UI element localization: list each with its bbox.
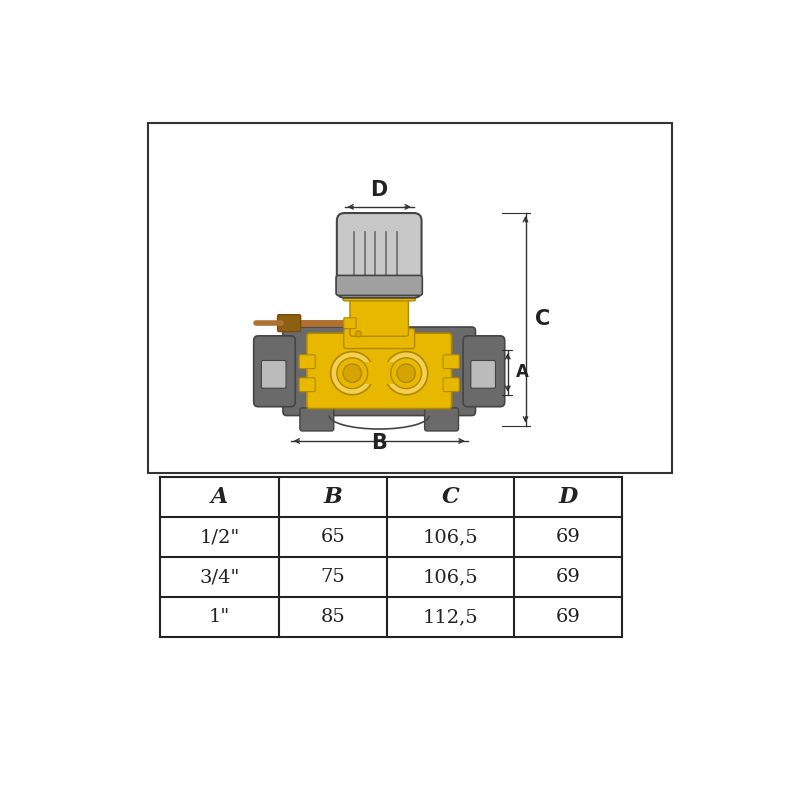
Circle shape [385, 352, 428, 394]
Text: 3/4": 3/4" [199, 568, 240, 586]
Circle shape [397, 364, 415, 382]
Text: 65: 65 [321, 528, 346, 546]
Text: D: D [370, 180, 388, 200]
Circle shape [337, 358, 368, 389]
FancyBboxPatch shape [471, 361, 495, 388]
Text: C: C [534, 310, 550, 330]
Text: 106,5: 106,5 [422, 528, 478, 546]
Circle shape [355, 331, 362, 337]
Text: 1": 1" [209, 608, 230, 626]
Bar [352, 362, 406, 384]
Text: 69: 69 [555, 528, 580, 546]
Bar [160, 477, 622, 638]
FancyBboxPatch shape [278, 314, 301, 332]
FancyBboxPatch shape [350, 290, 409, 336]
FancyBboxPatch shape [299, 378, 315, 392]
Text: B: B [324, 486, 342, 508]
FancyBboxPatch shape [299, 354, 315, 369]
FancyBboxPatch shape [443, 354, 459, 369]
FancyBboxPatch shape [343, 286, 415, 301]
Circle shape [330, 352, 374, 394]
FancyBboxPatch shape [262, 361, 286, 388]
Text: A: A [211, 486, 228, 508]
FancyBboxPatch shape [344, 318, 356, 329]
Text: 69: 69 [555, 608, 580, 626]
FancyBboxPatch shape [300, 408, 334, 431]
Text: 112,5: 112,5 [422, 608, 478, 626]
Circle shape [343, 364, 362, 382]
Bar [148, 123, 672, 474]
Text: 69: 69 [555, 568, 580, 586]
Text: 1/2": 1/2" [199, 528, 239, 546]
Text: 106,5: 106,5 [422, 568, 478, 586]
Circle shape [390, 358, 422, 389]
FancyBboxPatch shape [337, 213, 422, 298]
Text: B: B [371, 434, 387, 454]
FancyBboxPatch shape [425, 408, 458, 431]
Text: A: A [515, 363, 528, 382]
FancyBboxPatch shape [463, 336, 505, 406]
Text: 75: 75 [321, 568, 346, 586]
FancyBboxPatch shape [254, 336, 295, 406]
Text: 85: 85 [321, 608, 346, 626]
FancyBboxPatch shape [344, 329, 414, 349]
FancyBboxPatch shape [283, 327, 475, 415]
Text: C: C [442, 486, 459, 508]
FancyBboxPatch shape [336, 275, 422, 295]
FancyBboxPatch shape [443, 378, 459, 392]
FancyBboxPatch shape [307, 333, 451, 409]
Text: D: D [558, 486, 578, 508]
